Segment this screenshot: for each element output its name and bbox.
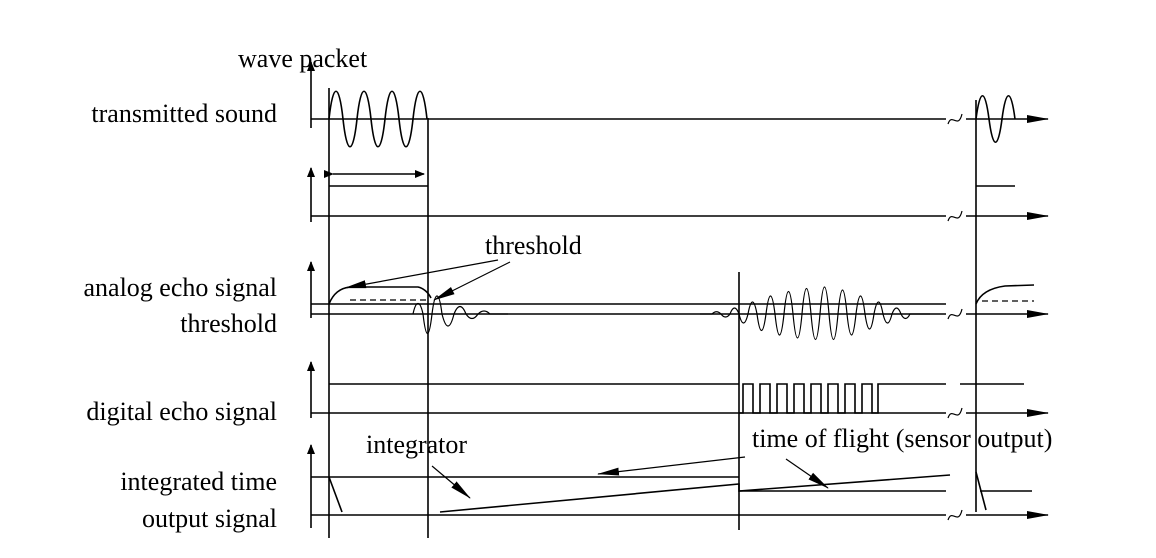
transmitted-wave-packet (328, 90, 428, 148)
digital-pulse-train (739, 383, 885, 414)
transmitted-sound-label: transmitted sound (91, 99, 277, 128)
analog-echo-signal-label: analog echo signal (84, 273, 278, 302)
output-signal-label: output signal (142, 504, 277, 533)
time-of-flight-annotation: time of flight (sensor output) (752, 424, 1052, 453)
break-mark-5 (947, 509, 963, 521)
ringdown-signal (412, 295, 508, 335)
wave-packet-label: wave packet (238, 44, 368, 73)
reset-ramp-repeat (975, 471, 987, 511)
transmitted-wave-repeat (975, 95, 1016, 143)
threshold-arrow-left (344, 259, 499, 289)
break-mark-3 (947, 308, 963, 320)
integrated-time-label: integrated time (120, 467, 277, 496)
threshold-annotation: threshold (485, 231, 582, 260)
time-of-flight-arrow-right (785, 458, 829, 489)
digital-echo-signal-label: digital echo signal (86, 397, 277, 426)
break-mark-4 (947, 407, 963, 419)
integrator-annotation: integrator (366, 430, 467, 459)
break-mark-1 (947, 113, 963, 125)
threshold-row-label: threshold (180, 309, 277, 338)
integrator-ramp (439, 474, 951, 513)
threshold-arrow-right (433, 261, 511, 301)
integrator-arrow (431, 465, 471, 499)
reset-ramp (328, 476, 343, 513)
threshold-curve-end (975, 284, 1035, 305)
break-mark-2 (947, 210, 963, 222)
echo-signal (700, 286, 930, 340)
threshold-curve-start (328, 286, 432, 305)
time-of-flight-arrow-left (597, 456, 746, 476)
